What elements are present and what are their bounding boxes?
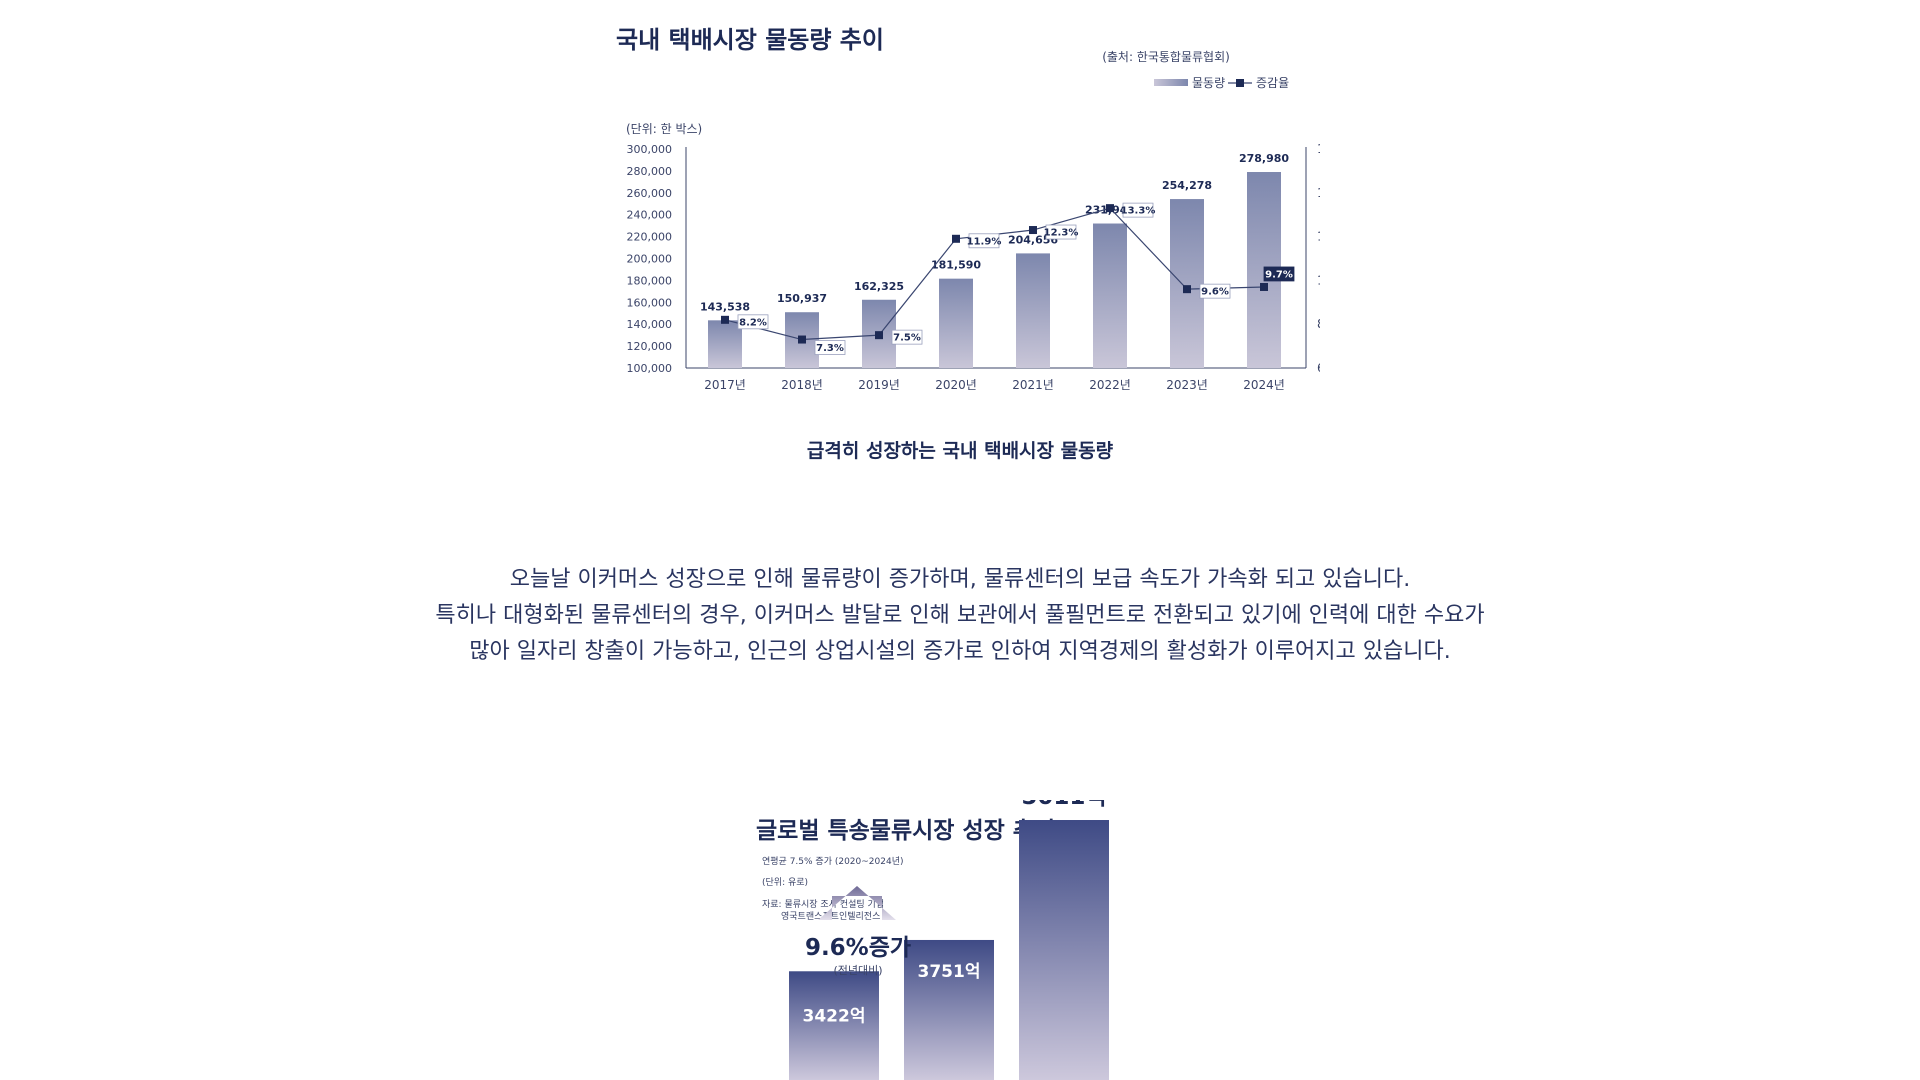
left-tick-label: 100,000	[627, 362, 673, 375]
left-tick-label: 200,000	[627, 253, 673, 266]
growth-arrow-icon	[818, 886, 896, 920]
chart2-note-source: 자료: 물류시장 조사 컨설팅 기업	[762, 899, 884, 910]
rate-label-box	[1199, 283, 1231, 299]
market-bar-label: 3751억	[918, 962, 981, 982]
chart-caption: 급격히 성장하는 국내 택배시장 물동량	[806, 440, 1114, 462]
right-tick-label: 14.0%	[1317, 186, 1320, 200]
x-tick-label: 2022년	[1089, 378, 1131, 392]
left-tick-label: 220,000	[627, 231, 673, 244]
chart-title: 국내 택배시장 물동량 추이	[616, 26, 884, 54]
left-tick-label: 300,000	[627, 143, 673, 156]
rate-point	[952, 234, 960, 243]
rate-point	[875, 331, 883, 340]
right-tick-label: 16.0%	[1317, 142, 1320, 156]
market-bar-label: 3422억	[803, 1006, 866, 1026]
market-bar	[904, 939, 994, 1080]
right-tick-label: 6.0%	[1317, 361, 1320, 375]
left-tick-label: 140,000	[627, 318, 673, 331]
bar-value-label: 278,980	[1239, 152, 1289, 165]
bar-value-label: 162,325	[854, 280, 904, 293]
bar	[708, 320, 742, 368]
rate-label-box	[968, 233, 1000, 249]
description-paragraph: 오늘날 이커머스 성장으로 인해 물류량이 증가하며, 물류센터의 보급 속도가…	[0, 562, 1920, 670]
left-tick-label: 280,000	[627, 165, 673, 178]
x-tick-label: 2017년	[704, 378, 746, 392]
left-tick-label: 180,000	[627, 274, 673, 287]
x-tick-label: 2021년	[1012, 378, 1054, 392]
legend-line-marker	[1236, 79, 1244, 87]
unit-label: (단위: 한 박스)	[626, 122, 702, 136]
rate-value-label: 7.3%	[816, 343, 844, 354]
left-tick-label: 120,000	[627, 340, 673, 353]
chart-source: (출처: 한국통합물류협회)	[1102, 50, 1230, 64]
chart2-note-cagr: 연평균 7.5% 증가 (2020~2024년)	[762, 856, 904, 867]
growth-sublabel: (전년대비)	[833, 964, 882, 977]
bar	[1016, 253, 1050, 368]
paragraph-line-2: 특히나 대형화된 물류센터의 경우, 이커머스 발달로 인해 보관에서 풀필먼트…	[435, 603, 1485, 628]
left-tick-label: 160,000	[627, 296, 673, 309]
rate-value-label: 13.3%	[1121, 206, 1156, 217]
rate-label-box	[1263, 266, 1295, 282]
legend-line-label: 증감율	[1256, 76, 1289, 90]
rate-point	[1260, 282, 1268, 291]
rate-label-box	[891, 329, 923, 345]
rate-label-box	[737, 314, 769, 330]
chart2-note-unit: (단위: 유로)	[762, 877, 808, 888]
global-market-chart: 글로벌 특송물류시장 성장 추이 연평균 7.5% 증가 (2020~2024년…	[756, 800, 1109, 1080]
left-tick-label: 240,000	[627, 209, 673, 222]
bar	[939, 278, 973, 368]
left-tick-label: 260,000	[627, 187, 673, 200]
rate-label-box	[1045, 224, 1077, 240]
paragraph-line-3: 많아 일자리 창출이 가능하고, 인근의 상업시설의 증가로 인하여 지역경제의…	[469, 639, 1451, 664]
market-bar-label: 5011억	[1021, 800, 1106, 810]
x-tick-label: 2018년	[781, 378, 823, 392]
bar-value-label: 150,937	[777, 292, 827, 305]
rate-label-box	[814, 340, 846, 355]
growth-label: 9.6%증가	[805, 935, 911, 961]
legend-bar-label: 물동량	[1192, 76, 1225, 90]
right-tick-label: 12.0%	[1317, 230, 1320, 244]
x-tick-label: 2020년	[935, 378, 977, 392]
rate-value-label: 11.9%	[967, 236, 1002, 247]
rate-value-label: 9.7%	[1265, 269, 1293, 280]
right-tick-label: 10.0%	[1317, 273, 1320, 287]
paragraph-line-1: 오늘날 이커머스 성장으로 인해 물류량이 증가하며, 물류센터의 보급 속도가…	[509, 567, 1411, 592]
x-tick-label: 2023년	[1166, 378, 1208, 392]
rate-value-label: 7.5%	[893, 333, 921, 344]
rate-value-label: 8.2%	[739, 317, 767, 328]
rate-label-box	[1122, 202, 1154, 218]
rate-point	[1029, 226, 1037, 235]
bar-value-label: 181,590	[931, 259, 981, 272]
rate-point	[798, 335, 806, 344]
volume-chart: 국내 택배시장 물동량 추이 (출처: 한국통합물류협회) 물동량 증감율 (단…	[616, 26, 1320, 392]
rate-point	[721, 315, 729, 324]
rate-value-label: 12.3%	[1044, 228, 1079, 239]
bar	[1170, 199, 1204, 368]
x-tick-label: 2019년	[858, 378, 900, 392]
chart2-title: 글로벌 특송물류시장 성장 추이	[756, 818, 1055, 844]
right-tick-label: 8.0%	[1317, 317, 1320, 331]
market-bar	[1019, 820, 1109, 1080]
bar-value-label: 143,538	[700, 300, 750, 313]
legend-bar-swatch	[1154, 79, 1188, 86]
x-tick-label: 2024년	[1243, 378, 1285, 392]
market-bar	[789, 971, 879, 1080]
bar	[1093, 223, 1127, 368]
rate-point	[1106, 204, 1114, 213]
bar-value-label: 254,278	[1162, 179, 1212, 192]
rate-value-label: 9.6%	[1201, 287, 1229, 298]
rate-point	[1183, 285, 1191, 294]
